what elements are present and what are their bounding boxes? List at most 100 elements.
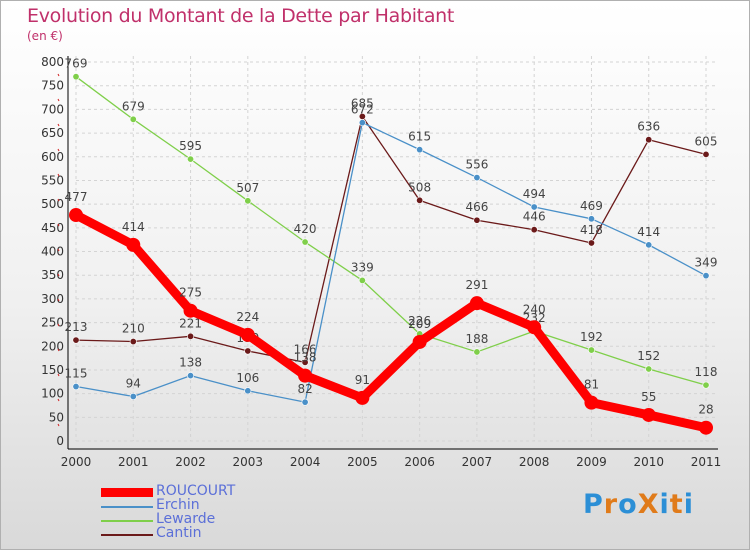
y-tick-label: 150 [41, 363, 64, 377]
proxiti-logo: ProXiti [583, 489, 694, 520]
data-label: 226 [408, 314, 431, 328]
data-point [301, 398, 309, 406]
data-label: 224 [236, 310, 259, 324]
data-point [527, 320, 542, 335]
data-point [244, 387, 252, 395]
series-line-cantin [75, 115, 707, 364]
data-label: 420 [294, 222, 317, 236]
axis-mark [57, 123, 60, 127]
data-label: 615 [408, 130, 431, 144]
logo-letter: i [683, 489, 694, 520]
data-label: 213 [65, 320, 88, 334]
axis-mark [57, 173, 60, 177]
data-label: 152 [637, 349, 660, 363]
data-point [587, 215, 595, 223]
data-point [355, 390, 370, 405]
y-tick-label: 800 [41, 55, 64, 69]
chart-unit: (en €) [27, 29, 63, 43]
data-point [473, 348, 481, 356]
series-line-erchin [75, 121, 707, 403]
data-point [702, 381, 710, 389]
legend-label: Lewarde [156, 511, 216, 527]
data-label: 209 [408, 317, 431, 331]
logo-letter: r [603, 489, 619, 520]
data-label: 115 [65, 367, 88, 381]
logo-letter: o [618, 489, 638, 520]
data-label: 118 [695, 365, 718, 379]
y-tick-label: 450 [41, 221, 64, 235]
data-label: 685 [351, 96, 374, 110]
axis-mark [57, 223, 60, 227]
y-tick-label: 650 [41, 126, 64, 140]
data-point [129, 338, 137, 346]
legend-label: ROUCOURT [156, 483, 236, 499]
data-label: 418 [580, 223, 603, 237]
data-label: 91 [355, 373, 370, 387]
data-label: 672 [351, 103, 374, 117]
legend-label: Erchin [156, 497, 200, 513]
axis-mark [57, 298, 60, 302]
logo-letter: i [659, 489, 670, 520]
x-tick-label: 2010 [633, 455, 664, 469]
axis-mark [57, 273, 60, 277]
axis-mark [57, 323, 60, 327]
data-point [187, 332, 195, 340]
axis-mark [57, 423, 60, 427]
data-label: 166 [294, 342, 317, 356]
data-point [645, 136, 653, 144]
y-tick-label: 550 [41, 173, 64, 187]
data-label: 81 [584, 378, 599, 392]
data-label: 508 [408, 180, 431, 194]
axis-mark [57, 73, 60, 77]
data-label: 769 [65, 57, 88, 71]
data-label: 221 [179, 316, 202, 330]
data-point [358, 119, 366, 127]
data-point [645, 365, 653, 373]
data-point [699, 420, 713, 435]
data-label: 414 [122, 220, 145, 234]
data-label: 55 [641, 390, 656, 404]
legend-swatch-roucourt [101, 488, 153, 497]
data-point [702, 272, 710, 280]
data-label: 192 [580, 330, 603, 344]
data-label: 82 [297, 382, 312, 396]
y-tick-label: 750 [41, 79, 64, 93]
data-point [530, 203, 538, 211]
chart-title: Evolution du Montant de la Dette par Hab… [27, 5, 455, 27]
data-label: 138 [294, 351, 317, 365]
data-point [129, 392, 137, 400]
data-label: 605 [695, 134, 718, 148]
data-point [358, 276, 366, 284]
x-tick-label: 2006 [404, 455, 435, 469]
data-point [187, 155, 195, 163]
x-tick-label: 2007 [462, 455, 493, 469]
data-point [187, 372, 195, 380]
logo-letter: X [637, 489, 660, 520]
x-tick-label: 2009 [576, 455, 607, 469]
logo-letter: P [583, 489, 604, 520]
legend-item-roucourt: ROUCOURT [101, 483, 301, 500]
series-line-lewarde [75, 76, 707, 386]
y-tick-label: 700 [41, 102, 64, 116]
data-point [702, 150, 710, 158]
y-tick-label: 300 [41, 292, 64, 306]
data-label: 466 [465, 200, 488, 214]
data-label: 188 [465, 332, 488, 346]
axis-mark [57, 348, 60, 352]
y-tick-label: 400 [41, 245, 64, 259]
chart-legend: ROUCOURT Erchin Lewarde Cantin [101, 483, 301, 542]
data-point [298, 368, 313, 383]
legend-swatch-lewarde [101, 520, 153, 522]
x-tick-label: 2005 [347, 455, 378, 469]
x-tick-label: 2004 [290, 455, 321, 469]
data-label: 291 [465, 278, 488, 292]
data-label: 106 [236, 371, 259, 385]
data-label: 469 [580, 199, 603, 213]
legend-label: Cantin [156, 525, 202, 541]
data-point [72, 383, 80, 391]
logo-letter: t [669, 489, 684, 520]
data-label: 28 [698, 403, 713, 417]
data-point [473, 216, 481, 224]
